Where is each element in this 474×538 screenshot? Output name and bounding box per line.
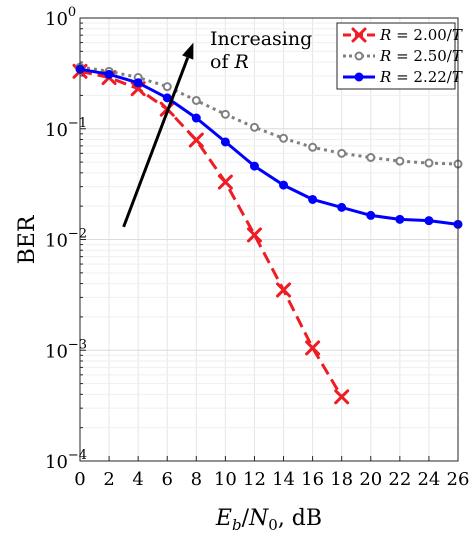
y-tick-label: 10−1	[45, 116, 87, 141]
x-tick-label: 20	[359, 469, 382, 490]
data-point	[279, 133, 289, 143]
data-point	[424, 158, 434, 168]
x-tick-label: 12	[243, 469, 266, 490]
data-point	[395, 156, 405, 166]
data-point	[334, 389, 350, 405]
legend-swatch-marker	[354, 72, 364, 82]
x-axis-title-unit: , dB	[278, 506, 322, 531]
series-group	[72, 62, 463, 405]
data-point	[220, 109, 230, 119]
data-point	[246, 227, 262, 243]
data-point	[305, 340, 321, 356]
series-line	[79, 65, 459, 166]
data-point	[308, 194, 318, 204]
legend-swatch-marker	[354, 51, 364, 61]
y-tick-label: 100	[45, 5, 76, 30]
x-tick-label: 18	[330, 469, 353, 490]
data-point	[366, 210, 376, 220]
y-tick-label: 10−4	[45, 448, 87, 473]
x-tick-label: 24	[417, 469, 440, 490]
y-tick-label-exp: −4	[68, 448, 87, 463]
data-point	[276, 282, 292, 298]
data-point	[395, 214, 405, 224]
series-line	[79, 69, 343, 398]
legend-entry-part: = 2.00/	[391, 26, 453, 44]
legend-entry-part: T	[452, 68, 463, 86]
annotation: Increasing of R	[122, 28, 312, 228]
data-point	[249, 122, 259, 132]
x-tick-label: 16	[301, 469, 324, 490]
x-tick-label: 6	[162, 469, 173, 490]
x-tick-label: 2	[103, 469, 114, 490]
data-point	[424, 216, 434, 226]
x-axis-title-E: E	[215, 506, 232, 531]
legend: R = 2.00/TR = 2.50/TR = 2.22/T	[336, 22, 463, 90]
x-tick-label: 22	[388, 469, 411, 490]
series-line	[79, 67, 459, 226]
series-0	[72, 63, 350, 405]
data-point	[191, 95, 201, 105]
x-tick-label: 14	[272, 469, 295, 490]
legend-entry-part: T	[452, 26, 463, 44]
legend-swatch-marker	[351, 27, 367, 43]
legend-entry-label: R = 2.00/T	[379, 26, 463, 44]
y-tick-label-base: 10	[45, 452, 68, 473]
legend-entry-label: R = 2.50/T	[379, 47, 463, 65]
legend-entry-part: T	[452, 47, 463, 65]
data-point	[249, 161, 259, 171]
data-point	[217, 174, 233, 190]
y-tick-label-base: 10	[45, 9, 68, 30]
y-tick-label-base: 10	[45, 120, 68, 141]
data-point	[188, 132, 204, 148]
x-axis-title: Eb/N0, dB	[215, 506, 322, 534]
axis-ticks: 0 2 4 6 8 10 12 14 16 18 20 22 24 2610010−110−210−310…	[45, 5, 469, 490]
data-point	[337, 148, 347, 158]
data-point	[104, 69, 114, 79]
y-tick-label: 10−2	[45, 227, 87, 252]
data-point	[220, 137, 230, 147]
data-point	[191, 113, 201, 123]
x-axis-title-sub-b: b	[232, 516, 242, 534]
x-axis-title-N: N	[248, 506, 269, 531]
x-tick-label: 8	[191, 469, 202, 490]
annotation-line1: Increasing	[210, 28, 312, 50]
data-point	[133, 78, 143, 88]
data-point	[308, 142, 318, 152]
x-axis-title-sub-0: 0	[268, 516, 278, 534]
annotation-line2: of R	[210, 51, 249, 73]
legend-entry-label: R = 2.22/T	[379, 68, 463, 86]
legend-entry-part: R	[379, 47, 391, 65]
annotation-line2-italic: R	[234, 51, 249, 73]
annotation-line2-prefix: of	[210, 51, 235, 73]
y-tick-label-exp: −1	[68, 116, 87, 131]
series-2	[75, 64, 463, 229]
data-point	[366, 153, 376, 163]
y-tick-label: 10−3	[45, 337, 87, 362]
annotation-arrow-shaft	[122, 57, 190, 228]
annotation-arrow-head	[182, 42, 194, 60]
legend-entry-part: = 2.50/	[391, 47, 453, 65]
y-tick-label-exp: −2	[68, 227, 87, 242]
x-tick-label: 4	[132, 469, 143, 490]
y-tick-label-exp: 0	[68, 5, 76, 20]
legend-entry-part: R	[379, 68, 391, 86]
y-tick-label-base: 10	[45, 231, 68, 252]
x-tick-label: 0	[74, 469, 85, 490]
data-point	[337, 202, 347, 212]
legend-entry-part: = 2.22/	[391, 68, 453, 86]
y-axis-title: BER	[15, 214, 40, 264]
y-tick-label-exp: −3	[68, 337, 87, 352]
x-tick-label: 10	[214, 469, 237, 490]
data-point	[162, 82, 172, 92]
x-axis-title-slash: /	[242, 506, 250, 531]
legend-entry-part: R	[379, 26, 391, 44]
y-tick-label-base: 10	[45, 341, 68, 362]
x-tick-label: 26	[447, 469, 470, 490]
data-point	[279, 180, 289, 190]
